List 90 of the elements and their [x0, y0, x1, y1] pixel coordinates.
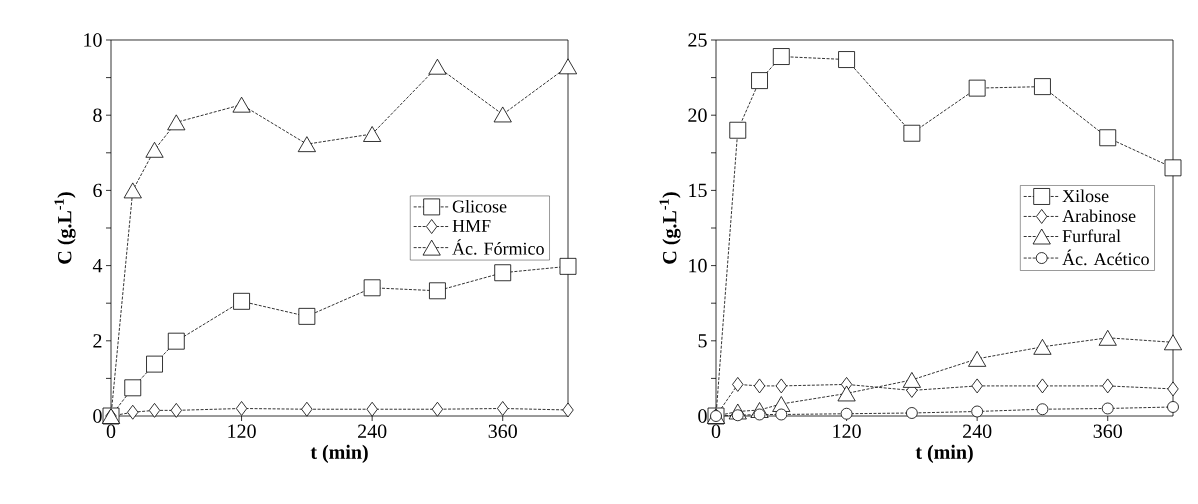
y-tick-label: 10 — [689, 258, 707, 273]
point — [1167, 381, 1179, 397]
point — [902, 372, 921, 388]
y-tick-label: 5 — [698, 334, 707, 348]
legend-label: Arabinose — [1062, 209, 1136, 223]
point — [968, 350, 987, 367]
point — [968, 79, 986, 97]
legend-label: HMF — [452, 219, 491, 232]
y-tick-label: 0 — [93, 409, 102, 423]
point — [497, 401, 509, 416]
point — [167, 332, 185, 350]
point — [905, 407, 918, 419]
point — [710, 410, 722, 422]
point — [297, 136, 316, 153]
point — [298, 307, 316, 325]
point — [1098, 329, 1117, 346]
y-tick-label: 0 — [698, 409, 707, 423]
y-tick-label: 20 — [688, 108, 707, 122]
legend-label: Ác. Fórmico — [452, 239, 544, 255]
point — [170, 402, 182, 418]
legend-label: Ác. Acético — [1062, 249, 1149, 266]
y-axis-title: C (g.L$^{-1}$) — [54, 192, 76, 264]
point — [124, 379, 142, 397]
x-tick-label: 240 — [358, 424, 387, 439]
point — [731, 409, 744, 422]
legend-label: Glicose — [452, 199, 507, 213]
point — [127, 404, 139, 420]
point — [753, 378, 766, 394]
point — [493, 106, 512, 123]
point — [772, 48, 790, 65]
point — [431, 401, 444, 417]
point — [148, 402, 161, 418]
point — [363, 126, 382, 142]
point — [729, 121, 747, 139]
point — [494, 264, 512, 282]
x-tick-label: 240 — [963, 424, 992, 439]
y-tick-label: 15 — [689, 183, 707, 198]
point — [1163, 334, 1183, 351]
point — [233, 292, 250, 310]
x-tick-label: 360 — [1093, 424, 1122, 439]
point — [232, 96, 251, 113]
point — [363, 279, 381, 297]
x-tick-label: 0 — [106, 424, 116, 439]
point — [903, 124, 921, 142]
point — [1036, 403, 1049, 416]
point — [366, 401, 378, 417]
legend-label: Furfural — [1062, 229, 1121, 243]
point — [732, 377, 744, 392]
x-axis-title: t (min) — [915, 444, 973, 463]
point — [753, 408, 766, 421]
point — [971, 405, 984, 418]
y-tick-label: 10 — [84, 33, 102, 47]
point — [235, 401, 248, 416]
point — [840, 407, 853, 420]
point — [1164, 159, 1182, 177]
point — [146, 355, 163, 373]
point — [837, 385, 856, 402]
point — [558, 58, 578, 75]
point — [562, 402, 574, 418]
point — [838, 51, 855, 68]
y-tick-label: 8 — [93, 108, 102, 122]
point — [167, 114, 186, 131]
point — [1034, 78, 1051, 96]
x-axis-title: t (min) — [310, 444, 368, 463]
point — [1033, 338, 1052, 355]
point — [751, 72, 768, 90]
point — [559, 257, 577, 275]
x-tick-label: 360 — [488, 424, 517, 439]
x-tick-label: 120 — [228, 424, 256, 439]
point — [301, 401, 313, 417]
point — [123, 182, 142, 199]
point — [1099, 129, 1117, 147]
legend-label: Xilose — [1062, 189, 1109, 203]
y-tick-label: 6 — [93, 183, 102, 198]
y-axis-title: C (g.L$^{-1}$) — [659, 192, 681, 264]
point — [1102, 378, 1114, 394]
point — [145, 141, 164, 158]
point — [971, 378, 983, 394]
point — [775, 378, 787, 394]
y-tick-label: 4 — [92, 259, 103, 273]
point — [429, 282, 446, 300]
point — [1036, 378, 1049, 394]
y-tick-label: 25 — [688, 33, 707, 47]
x-tick-label: 120 — [833, 424, 861, 439]
x-tick-label: 0 — [711, 424, 721, 439]
point — [428, 58, 447, 75]
point — [1167, 401, 1179, 413]
point — [1101, 402, 1114, 415]
point — [775, 408, 788, 421]
y-tick-label: 2 — [93, 334, 102, 348]
